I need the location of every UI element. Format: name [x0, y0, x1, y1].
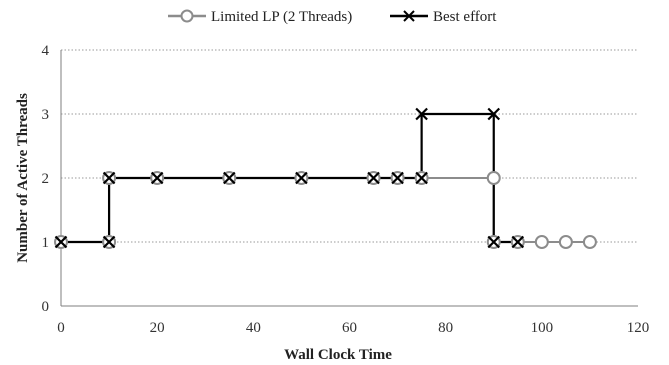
y-tick-label: 2	[42, 171, 50, 187]
y-axis-title: Number of Active Threads	[15, 93, 31, 263]
x-tick-label: 100	[531, 320, 554, 336]
series-lines	[61, 112, 590, 244]
legend-item-best-effort: Best effort	[390, 9, 497, 25]
data-point-best-effort	[511, 235, 525, 249]
x-tick-labels: 0 20 40 60 80 100 120	[57, 320, 649, 336]
data-point-best-effort	[391, 171, 404, 185]
legend: Limited LP (2 Threads) Best effort	[168, 9, 497, 25]
data-point-best-effort	[54, 235, 68, 249]
data-point-best-effort	[102, 171, 116, 185]
legend-item-limited-lp: Limited LP (2 Threads)	[168, 9, 352, 25]
x-tick-label: 60	[342, 320, 357, 336]
series-line-limited-lp	[61, 177, 590, 243]
y-tick-label: 3	[42, 107, 50, 123]
legend-label-limited-lp: Limited LP (2 Threads)	[211, 9, 352, 25]
data-point-limited-lp	[558, 235, 573, 249]
data-point-best-effort	[150, 171, 164, 185]
data-point-best-effort	[367, 171, 380, 185]
y-tick-label: 0	[42, 299, 50, 315]
x-tick-label: 40	[246, 320, 261, 336]
x-tick-label: 0	[57, 320, 65, 336]
data-point-best-effort	[295, 171, 308, 185]
series-markers	[54, 107, 597, 249]
x-tick-label: 80	[438, 320, 453, 336]
x-axis-title: Wall Clock Time	[284, 347, 392, 363]
data-point-best-effort	[487, 235, 501, 249]
y-tick-label: 1	[42, 235, 50, 251]
data-point-best-effort	[415, 171, 428, 185]
x-tick-label: 120	[627, 320, 650, 336]
data-point-limited-lp	[486, 171, 501, 185]
data-point-limited-lp	[582, 235, 597, 249]
legend-label-best-effort: Best effort	[433, 9, 497, 25]
y-tick-label: 4	[42, 43, 50, 59]
data-point-best-effort	[487, 107, 501, 121]
x-tick-label: 20	[150, 320, 165, 336]
gridlines	[61, 49, 638, 243]
data-point-best-effort	[415, 107, 428, 121]
axes	[60, 50, 638, 307]
y-tick-labels: 0 1 2 3 4	[42, 43, 50, 315]
data-point-limited-lp	[534, 235, 549, 249]
legend-marker-x-icon	[403, 10, 415, 22]
data-point-best-effort	[223, 171, 236, 185]
legend-marker-circle-icon	[180, 9, 194, 23]
data-point-best-effort	[102, 235, 116, 249]
